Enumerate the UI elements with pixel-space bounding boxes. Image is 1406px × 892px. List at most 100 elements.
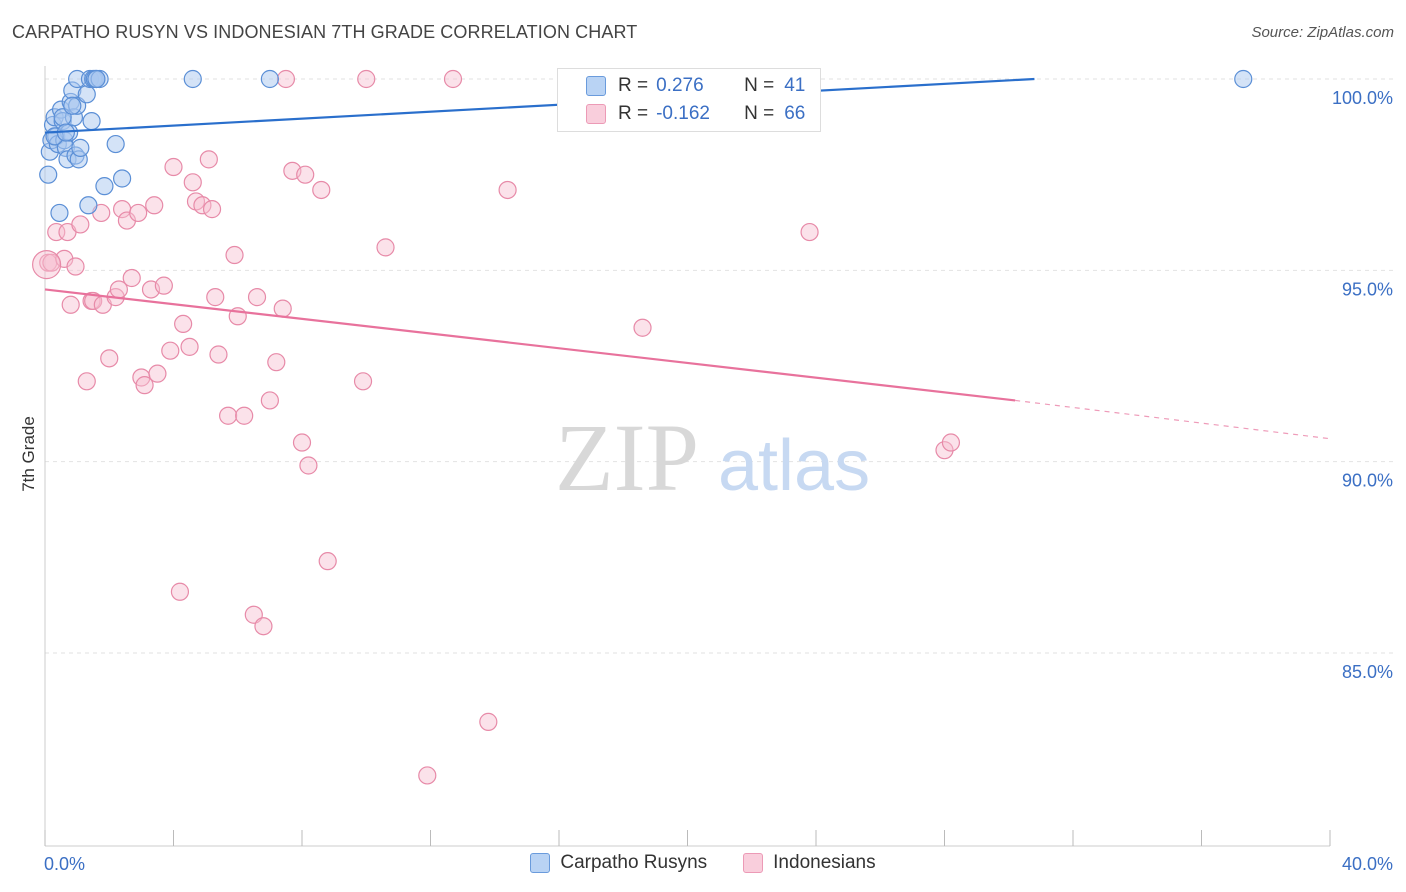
data-point-indonesians [170,582,190,601]
legend-swatch-pink [743,853,764,873]
data-point-indonesians [180,337,199,356]
data-point-carpatho-rusyns [106,134,125,154]
legend-n-value: 41 [784,75,806,96]
data-point-indonesians [254,617,273,636]
data-point-indonesians [199,150,218,169]
data-point-indonesians [32,249,62,280]
legend-n-value: 66 [784,103,806,124]
tick-labels: 100.0% 95.0% 90.0% 85.0% 0.0% 40.0% [44,88,1393,874]
legend-row-indonesians: R = -0.162 N = 66 [558,100,805,128]
data-point-indonesians [376,238,395,257]
data-point-indonesians [800,222,819,242]
data-point-indonesians [77,372,96,391]
data-point-carpatho-rusyns [39,165,58,184]
data-point-indonesians [498,180,517,200]
series-legend: Carpatho Rusyns Indonesians [0,852,1406,874]
data-point-carpatho-rusyns [77,85,96,104]
chart-title: CARPATHO RUSYN VS INDONESIAN 7TH GRADE C… [12,22,638,42]
data-point-indonesians [174,314,193,334]
data-point-indonesians [296,165,315,184]
data-point-indonesians [71,215,90,234]
data-point-indonesians [353,372,373,391]
data-point-carpatho-rusyns [1234,69,1253,89]
data-point-indonesians [122,268,141,288]
legend-r-value: 0.276 [656,75,704,96]
data-point-indonesians [61,295,80,314]
axes [44,66,1331,847]
legend-r-label: R = [618,103,649,124]
y-tick-label: 90.0% [1342,471,1393,491]
y-axis-title: 7th Grade [19,416,38,492]
legend-label: Carpatho Rusyns [560,852,708,873]
trend-line-indonesians-extension [1015,399,1331,440]
data-point-indonesians [633,318,652,337]
data-point-indonesians [357,69,376,89]
legend-n-label: N = [744,75,775,96]
data-point-indonesians [443,69,463,89]
data-point-indonesians [145,196,164,215]
data-point-indonesians [209,345,228,364]
trend-lines [44,77,1331,440]
legend-item-indonesians[interactable]: Indonesians [743,852,876,874]
data-point-indonesians [135,376,154,395]
data-point-indonesians [164,157,183,177]
data-point-indonesians [418,766,437,785]
data-point-indonesians [299,456,318,475]
y-tick-label: 85.0% [1342,662,1393,682]
data-point-indonesians [235,406,254,425]
data-point-indonesians [318,552,337,571]
data-point-indonesians [292,433,312,452]
data-point-indonesians [161,341,180,360]
legend-swatch-blue [530,853,551,873]
data-point-carpatho-rusyns [79,196,98,215]
legend-item-carpatho-rusyns[interactable]: Carpatho Rusyns [530,852,707,874]
data-point-indonesians [941,433,961,452]
data-point-indonesians [202,200,222,219]
data-point-indonesians [267,353,286,372]
data-point-indonesians [129,203,148,223]
y-tick-label: 100.0% [1332,88,1393,108]
legend-swatch-blue [586,76,606,96]
series-indonesians-points [32,69,961,785]
data-point-carpatho-rusyns [95,177,114,196]
legend-r-value: -0.162 [656,103,710,124]
trend-line-carpatho-rusyns [44,77,1035,134]
x-tick-label: 0.0% [44,854,85,874]
watermark-zip: ZIP [555,404,699,511]
legend-n-label: N = [744,103,775,124]
data-point-indonesians [100,349,119,368]
data-point-indonesians [206,288,225,307]
data-point-carpatho-rusyns [112,169,132,188]
x-tick-label: 40.0% [1342,854,1393,874]
watermark-atlas: atlas [718,426,870,506]
data-point-carpatho-rusyns [82,111,101,131]
legend-r-label: R = [618,75,649,96]
data-point-indonesians [276,69,296,89]
data-point-indonesians [66,257,85,276]
data-point-carpatho-rusyns [260,69,279,89]
data-point-indonesians [225,245,244,265]
series-carpatho-rusyns-points [39,69,1253,223]
y-tick-label: 95.0% [1342,279,1393,299]
legend-label: Indonesians [773,852,876,873]
data-point-carpatho-rusyns [87,69,106,89]
legend-row-carpatho: R = 0.276 N = 41 [558,72,805,100]
chart-source: Source: ZipAtlas.com [1251,24,1394,41]
stats-legend: R = 0.276 N = 41 R = -0.162 N = 66 [557,68,821,132]
legend-swatch-pink [586,104,606,124]
data-point-carpatho-rusyns [63,96,82,115]
data-point-indonesians [84,291,103,311]
data-point-indonesians [148,364,167,383]
data-point-indonesians [183,173,202,192]
data-point-indonesians [219,406,238,425]
data-point-indonesians [479,712,498,731]
data-point-indonesians [273,299,292,318]
data-point-indonesians [193,196,212,215]
data-point-carpatho-rusyns [71,138,90,157]
data-point-carpatho-rusyns [50,203,69,223]
data-point-indonesians [312,180,331,200]
trend-line-indonesians [44,288,1016,402]
data-point-indonesians [247,288,267,307]
data-point-indonesians [154,276,173,295]
